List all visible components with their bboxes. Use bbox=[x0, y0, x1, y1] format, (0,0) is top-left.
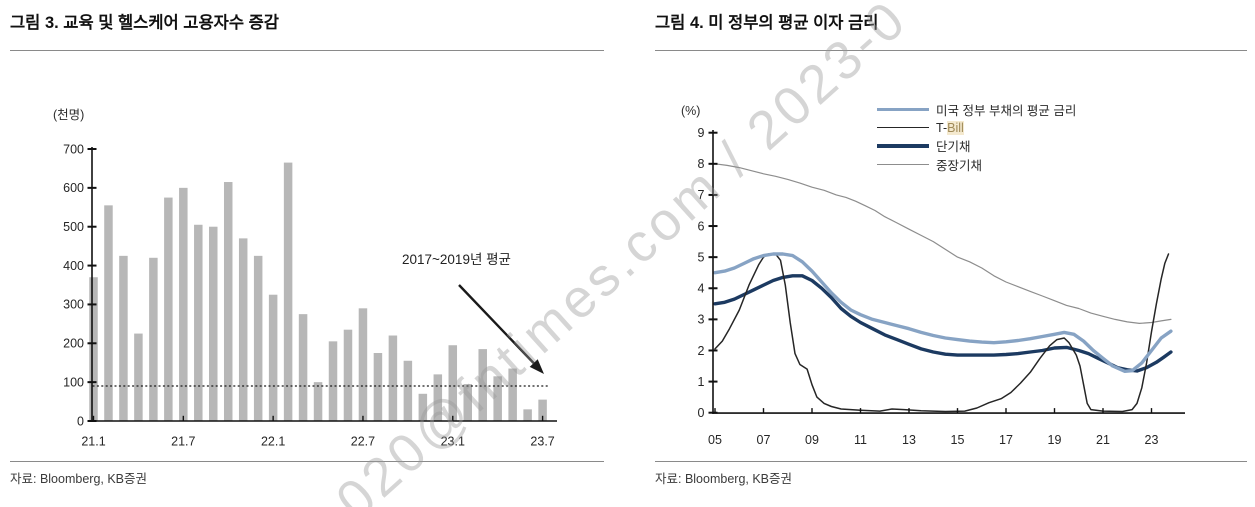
bar-22.2 bbox=[283, 162, 293, 421]
right-y-tick-label: 4 bbox=[698, 282, 705, 296]
annotation-arrow-shaft bbox=[458, 284, 536, 366]
right-x-tick-label: 17 bbox=[999, 433, 1013, 447]
right-x-tick-label: 05 bbox=[708, 433, 722, 447]
bar-21.7 bbox=[179, 187, 188, 421]
right-chart-title: 그림 4. 미 정부의 평균 이자 금리 bbox=[655, 14, 879, 32]
bar-22.7 bbox=[358, 308, 368, 421]
bar-23.2 bbox=[463, 384, 472, 421]
bar-22.4 bbox=[313, 382, 323, 421]
average-annotation-label: 2017~2019년 평균 bbox=[402, 252, 511, 267]
bar-21.1 bbox=[89, 277, 98, 421]
left-y-tick-label: 200 bbox=[63, 337, 84, 351]
left-chart-title: 그림 3. 교육 및 헬스케어 고용자수 증감 bbox=[10, 14, 279, 32]
left-x-tick-label: 22.1 bbox=[261, 435, 285, 449]
legend-label: 단기채 bbox=[936, 140, 971, 155]
right-y-tick-label: 8 bbox=[698, 157, 705, 171]
bar-23.6 bbox=[523, 409, 532, 421]
left-y-tick-label: 100 bbox=[63, 375, 84, 389]
left-y-tick-label: 700 bbox=[63, 142, 84, 156]
bar-22.12 bbox=[433, 374, 443, 421]
bar-21.12 bbox=[253, 255, 263, 421]
bar-21.11 bbox=[238, 238, 248, 421]
line-series-중장기채 bbox=[714, 163, 1172, 324]
left-y-tick-label: 0 bbox=[77, 414, 84, 428]
annotation-arrow-head bbox=[529, 359, 544, 374]
bar-23.7 bbox=[538, 399, 547, 421]
left-y-tick-label: 400 bbox=[63, 259, 84, 273]
left-x-tick-label: 23.1 bbox=[441, 435, 465, 449]
legend-item-중장기채: 중장기채 bbox=[877, 155, 1076, 173]
right-y-tick-label: 5 bbox=[698, 250, 705, 264]
legend-line-swatch bbox=[877, 144, 929, 148]
right-y-tick-label: 3 bbox=[698, 313, 705, 327]
right-x-tick-label: 15 bbox=[951, 433, 965, 447]
line-series-미국 정부 부채의 평균 금리 bbox=[713, 252, 1173, 373]
left-y-tick-label: 600 bbox=[63, 181, 84, 195]
right-x-tick-label: 09 bbox=[805, 433, 819, 447]
left-x-tick-label: 23.7 bbox=[530, 435, 554, 449]
right-y-tick-label: 7 bbox=[698, 188, 705, 202]
bar-23.1 bbox=[448, 345, 458, 421]
right-y-tick-label: 0 bbox=[698, 406, 705, 420]
right-x-tick-label: 19 bbox=[1048, 433, 1062, 447]
bar-21.4 bbox=[134, 333, 143, 421]
left-x-tick-label: 22.7 bbox=[351, 435, 375, 449]
left-y-tick-label: 500 bbox=[63, 220, 84, 234]
legend-item-미국 정부 부채의 평균 금리: 미국 정부 부채의 평균 금리 bbox=[877, 100, 1076, 118]
bar-22.1 bbox=[268, 294, 278, 421]
right-x-tick-label: 07 bbox=[757, 433, 771, 447]
bar-22.9 bbox=[388, 335, 398, 421]
bar-23.4 bbox=[493, 376, 502, 421]
bar-22.10 bbox=[403, 360, 413, 421]
bar-21.8 bbox=[194, 224, 203, 421]
right-y-tick-label: 1 bbox=[698, 375, 705, 389]
right-source-note: 자료: Bloomberg, KB증권 bbox=[655, 472, 793, 486]
right-x-tick-label: 23 bbox=[1145, 433, 1159, 447]
legend-line-swatch bbox=[877, 126, 929, 129]
bar-21.9 bbox=[209, 226, 218, 421]
bar-23.5 bbox=[508, 368, 517, 421]
legend-line-swatch bbox=[877, 163, 929, 165]
bar-23.3 bbox=[478, 349, 487, 421]
legend-item-단기채: 단기채 bbox=[877, 137, 1076, 155]
right-x-tick-label: 21 bbox=[1096, 433, 1110, 447]
left-x-tick-label: 21.1 bbox=[81, 435, 105, 449]
left-x-tick-label: 21.7 bbox=[171, 435, 195, 449]
left-footer-divider bbox=[10, 461, 604, 462]
bar-21.2 bbox=[104, 205, 113, 421]
right-footer-divider bbox=[655, 461, 1247, 462]
line-series-T-Bill bbox=[714, 253, 1170, 413]
bar-22.6 bbox=[343, 329, 353, 421]
right-y-tick-label: 2 bbox=[698, 344, 705, 358]
right-y-tick-label: 9 bbox=[698, 126, 705, 140]
left-title-divider bbox=[10, 50, 604, 51]
legend-label: T-Bill bbox=[936, 120, 964, 135]
bar-22.11 bbox=[418, 393, 428, 421]
legend-label: 미국 정부 부채의 평균 금리 bbox=[936, 103, 1077, 118]
left-y-axis-unit-label: (천명) bbox=[53, 108, 85, 122]
right-x-tick-label: 11 bbox=[854, 433, 867, 447]
bar-21.3 bbox=[119, 255, 128, 421]
right-y-axis-unit-label: (%) bbox=[681, 104, 701, 118]
right-y-tick-label: 6 bbox=[698, 219, 705, 233]
legend-item-T-Bill: T-Bill bbox=[877, 118, 1076, 136]
bar-22.8 bbox=[373, 353, 383, 421]
legend-label: 중장기채 bbox=[936, 158, 983, 173]
left-source-note: 자료: Bloomberg, KB증권 bbox=[10, 472, 148, 486]
right-title-divider bbox=[655, 50, 1247, 51]
bar-21.6 bbox=[164, 197, 173, 421]
highlighted-text: Bill bbox=[947, 120, 964, 135]
left-y-tick-label: 300 bbox=[63, 298, 84, 312]
bar-21.10 bbox=[223, 182, 233, 421]
bar-22.3 bbox=[298, 314, 308, 421]
bar-21.5 bbox=[149, 257, 158, 421]
right-x-tick-label: 13 bbox=[902, 433, 916, 447]
legend-line-swatch bbox=[877, 107, 929, 111]
bar-22.5 bbox=[328, 341, 338, 421]
